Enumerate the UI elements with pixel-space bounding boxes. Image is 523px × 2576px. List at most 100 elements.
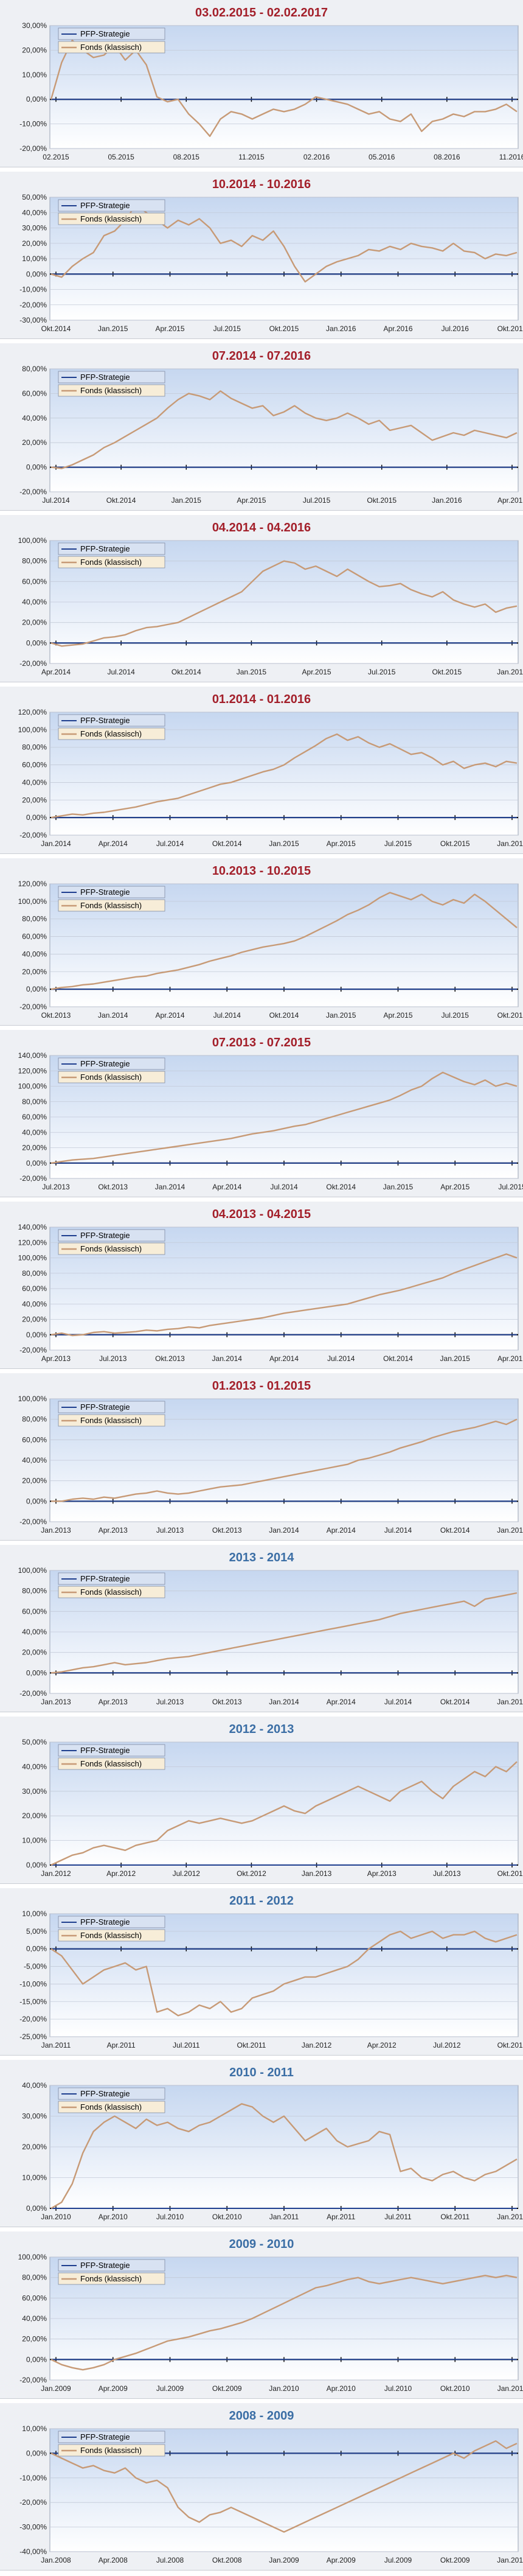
x-tick-label: Jul.2013 bbox=[433, 1869, 461, 1878]
x-tick-label: Apr.2013 bbox=[41, 1354, 71, 1363]
y-tick-label: 0,00% bbox=[26, 1497, 47, 1505]
x-tick-label: Apr.2015 bbox=[155, 324, 184, 333]
legend: PFP-Strategie Fonds (klassisch) bbox=[58, 1744, 165, 1770]
y-tick-label: 40,00% bbox=[22, 414, 47, 422]
x-tick-label: Jan.2011 bbox=[41, 2041, 71, 2049]
x-tick-label: Jan.2010 bbox=[269, 2384, 299, 2393]
line-chart: -20,00% 0,00% 20,00% 40,00% 60,00% 80,00% 100,… bbox=[18, 2253, 523, 2393]
chart-title: 2012 - 2013 bbox=[229, 1723, 294, 1736]
y-tick-label: 100,00% bbox=[18, 1395, 47, 1403]
x-tick-label: Okt.2014 bbox=[212, 839, 242, 848]
y-tick-label: 80,00% bbox=[22, 365, 47, 373]
line-chart: -30,00% -20,00% -10,00% 0,00% 10,00% 20,00% 30… bbox=[19, 193, 523, 333]
y-tick-label: 10,00% bbox=[22, 2174, 47, 2182]
chart-title: 10.2013 - 10.2015 bbox=[212, 864, 311, 878]
y-tick-label: 60,00% bbox=[22, 389, 47, 397]
chart-title: 04.2014 - 04.2016 bbox=[212, 521, 311, 534]
x-tick-label: Apr.2012 bbox=[367, 2041, 397, 2049]
legend-label-fund: Fonds (klassisch) bbox=[80, 2102, 142, 2112]
x-tick-label: Jul.2014 bbox=[270, 1183, 298, 1191]
y-tick-label: -10,00% bbox=[19, 120, 47, 128]
series-line-fund bbox=[50, 2440, 518, 2533]
legend-box bbox=[58, 1572, 165, 1585]
chart-panel: 2010 - 2011 0,00% 10,00% 20,00% 30,00% 40,00%… bbox=[0, 2060, 523, 2227]
x-tick-label: Apr.2015 bbox=[440, 1183, 469, 1191]
x-tick-label: Jul.2014 bbox=[384, 1526, 412, 1535]
y-tick-label: 0,00% bbox=[26, 1945, 47, 1953]
y-tick-label: 100,00% bbox=[18, 536, 47, 545]
legend-box bbox=[58, 2101, 165, 2113]
x-tick-label: Jul.2010 bbox=[156, 2213, 184, 2221]
x-tick-label: Jul.2016 bbox=[442, 324, 469, 333]
y-tick-label: 0,00% bbox=[26, 639, 47, 647]
x-tick-label: Jan.2015 bbox=[171, 496, 202, 505]
y-tick-label: 100,00% bbox=[18, 897, 47, 906]
legend: PFP-Strategie Fonds (klassisch) bbox=[58, 2431, 165, 2457]
x-tick-label: 02.2016 bbox=[303, 153, 330, 161]
chart-title: 2009 - 2010 bbox=[229, 2238, 294, 2251]
x-tick-label: Apr.2009 bbox=[99, 2384, 128, 2393]
y-tick-label: 30,00% bbox=[22, 21, 47, 30]
line-chart: -25,00% -20,00% -15,00% -10,00% -5,00% 0,00% 5… bbox=[19, 1909, 523, 2049]
y-tick-label: 0,00% bbox=[26, 463, 47, 472]
legend-box bbox=[58, 41, 165, 54]
legend-box bbox=[58, 886, 165, 898]
legend-label-strategy: PFP-Strategie bbox=[80, 2089, 130, 2098]
legend-box bbox=[58, 1757, 165, 1770]
x-tick-label: Apr.2011 bbox=[107, 2041, 136, 2049]
x-tick-label: Okt.2012 bbox=[237, 1869, 266, 1878]
y-tick-label: -20,00% bbox=[19, 1689, 47, 1698]
series-line-fund bbox=[50, 1930, 518, 2017]
y-tick-label: -20,00% bbox=[19, 1174, 47, 1183]
x-tick-label: Jan.2015 bbox=[440, 1354, 471, 1363]
y-tick-label: 50,00% bbox=[22, 193, 47, 201]
x-tick-label: Okt.2008 bbox=[212, 2556, 242, 2564]
legend-label-strategy: PFP-Strategie bbox=[80, 544, 130, 553]
legend-label-strategy: PFP-Strategie bbox=[80, 201, 130, 210]
legend-label-fund: Fonds (klassisch) bbox=[80, 1244, 142, 1253]
x-tick-label: Jan.2011 bbox=[269, 2213, 299, 2221]
x-tick-label: Apr.2014 bbox=[41, 668, 71, 676]
x-tick-label: Apr.2014 bbox=[99, 839, 128, 848]
y-tick-label: 30,00% bbox=[22, 1787, 47, 1796]
y-tick-label: 40,00% bbox=[22, 778, 47, 786]
y-tick-label: 40,00% bbox=[22, 1300, 47, 1308]
x-tick-label: Jul.2015 bbox=[498, 1183, 523, 1191]
y-tick-label: 140,00% bbox=[18, 1223, 47, 1231]
chart-panel: 2012 - 2013 0,00% 10,00% 20,00% 30,00% 40,00%… bbox=[0, 1717, 523, 1884]
x-tick-label: Jan.2013 bbox=[41, 1526, 71, 1535]
y-tick-label: 0,00% bbox=[26, 1668, 47, 1677]
x-tick-label: Okt.2009 bbox=[440, 2556, 470, 2564]
chart-title: 10.2014 - 10.2016 bbox=[212, 178, 311, 191]
chart-title: 07.2014 - 07.2016 bbox=[212, 349, 311, 363]
x-tick-label: Jan.2015 bbox=[497, 1698, 523, 1706]
legend-box bbox=[58, 1057, 165, 1070]
y-tick-label: 0,00% bbox=[26, 2449, 47, 2457]
x-tick-label: 05.2016 bbox=[369, 153, 395, 161]
x-tick-label: Apr.2015 bbox=[327, 839, 356, 848]
x-tick-label: Okt.2014 bbox=[41, 324, 71, 333]
chart-panel: 2009 - 2010 -20,00% 0,00% 20,00% 40,00% 60,00… bbox=[0, 2231, 523, 2399]
x-tick-label: Jul.2013 bbox=[42, 1183, 70, 1191]
y-tick-label: 100,00% bbox=[18, 1566, 47, 1575]
legend-label-fund: Fonds (klassisch) bbox=[80, 214, 142, 223]
x-tick-label: Apr.2016 bbox=[497, 496, 523, 505]
legend: PFP-Strategie Fonds (klassisch) bbox=[58, 1229, 165, 1255]
legend: PFP-Strategie Fonds (klassisch) bbox=[58, 886, 165, 912]
x-tick-label: Jul.2011 bbox=[173, 2041, 200, 2049]
line-chart: -20,00% 0,00% 20,00% 40,00% 60,00% 80,00% Jul.… bbox=[19, 365, 523, 505]
x-tick-label: Okt.2015 bbox=[440, 839, 470, 848]
x-tick-label: Apr.2009 bbox=[327, 2556, 356, 2564]
y-tick-label: -20,00% bbox=[19, 488, 47, 496]
x-tick-label: Okt.2013 bbox=[212, 1526, 242, 1535]
x-tick-label: Jul.2014 bbox=[384, 1698, 412, 1706]
legend-box bbox=[58, 2431, 165, 2443]
y-tick-label: 20,00% bbox=[22, 438, 47, 447]
x-tick-label: Jan.2016 bbox=[326, 324, 356, 333]
series-line-fund bbox=[50, 1253, 518, 1337]
x-tick-label: Jan.2008 bbox=[41, 2556, 71, 2564]
line-chart: -40,00% -30,00% -20,00% -10,00% 0,00% 10,00% J… bbox=[19, 2424, 523, 2564]
y-tick-label: 10,00% bbox=[22, 1836, 47, 1845]
y-tick-label: -20,00% bbox=[19, 831, 47, 839]
